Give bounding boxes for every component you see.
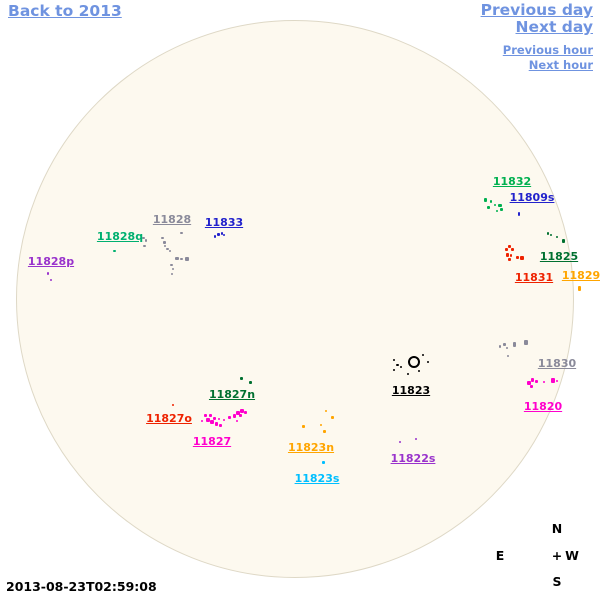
region-label-11827o[interactable]: 11827o (146, 412, 192, 425)
previous-hour-link[interactable]: Previous hour (502, 43, 593, 57)
back-to-year-link[interactable]: Back to 2013 (8, 2, 122, 20)
region-label-11809s[interactable]: 11809s (509, 191, 555, 204)
region-label-11828q[interactable]: 11828q (96, 230, 144, 243)
region-label-11832[interactable]: 11832 (492, 175, 532, 188)
region-label-11823n[interactable]: 11823n (287, 441, 335, 454)
next-day-link[interactable]: Next day (515, 18, 593, 36)
previous-day-link[interactable]: Previous day (480, 1, 593, 19)
compass-east-label: E (495, 548, 505, 563)
solar-disk (16, 20, 574, 578)
region-label-11833[interactable]: 11833 (204, 216, 244, 229)
region-label-11828p[interactable]: 11828p (27, 255, 75, 268)
region-label-11823s[interactable]: 11823s (294, 472, 340, 485)
region-label-11823[interactable]: 11823 (391, 384, 431, 397)
region-label-11827[interactable]: 11827 (192, 435, 232, 448)
compass-center-marker: + (551, 548, 563, 563)
compass-south-label: S (552, 574, 562, 589)
region-label-11822s[interactable]: 11822s (390, 452, 436, 465)
region-label-11827n[interactable]: 11827n (208, 388, 256, 401)
observation-timestamp: 2013-08-23T02:59:08 (6, 579, 157, 594)
next-hour-link[interactable]: Next hour (528, 58, 593, 72)
region-label-11830[interactable]: 11830 (537, 357, 577, 370)
region-label-11828[interactable]: 11828 (152, 213, 192, 226)
region-label-11825[interactable]: 11825 (539, 250, 579, 263)
region-label-11829[interactable]: 11829 (561, 269, 600, 282)
compass-north-label: N (551, 521, 563, 536)
region-label-11820[interactable]: 11820 (523, 400, 563, 413)
sunspot (578, 286, 581, 291)
compass-west-label: W (565, 548, 579, 563)
region-label-11831[interactable]: 11831 (514, 271, 554, 284)
